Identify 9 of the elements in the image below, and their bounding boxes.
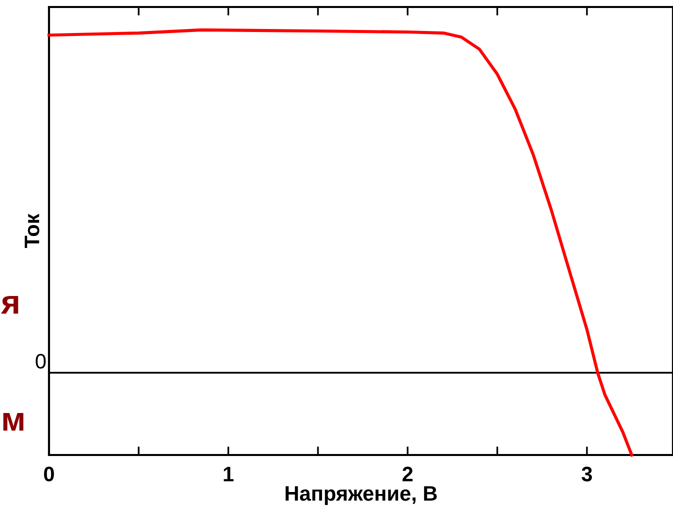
ref-line-label: 0 [36, 354, 46, 369]
x-axis-title: Напряжение, В [286, 486, 437, 505]
x-tick-label: 2 [402, 466, 413, 482]
x-tick-label: 1 [224, 466, 234, 482]
text: я [0, 296, 18, 314]
text: м [3, 413, 24, 431]
y-axis-title: Ток [24, 214, 40, 248]
x-tick-label: 0 [44, 466, 54, 482]
x-tick-label: 3 [582, 466, 592, 482]
